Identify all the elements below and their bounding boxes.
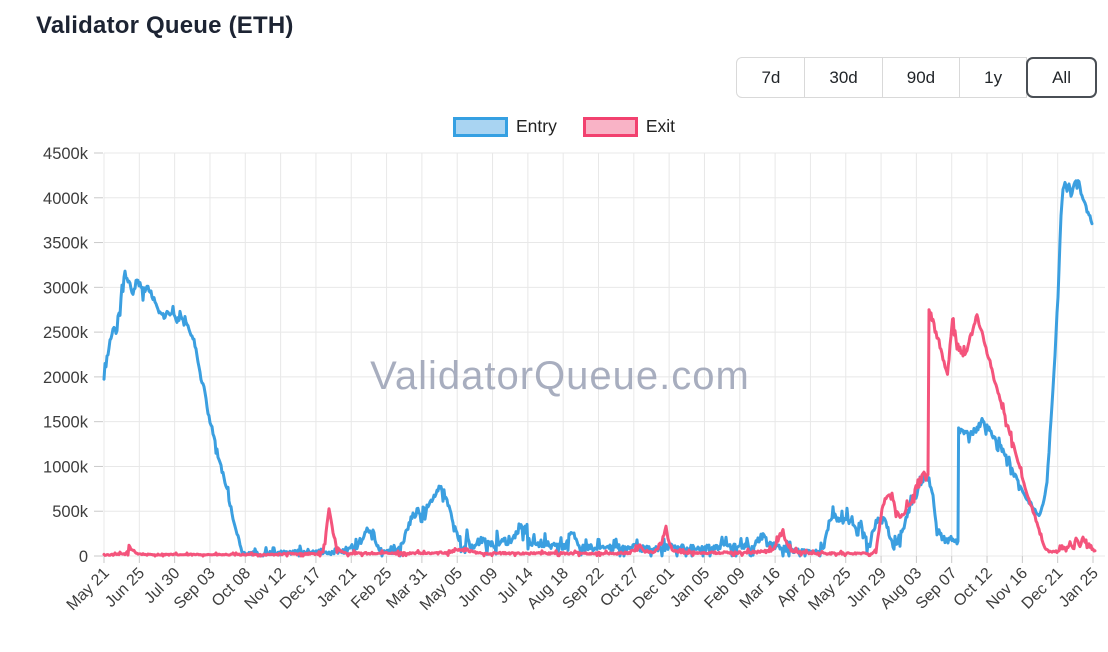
x-axis-label: Jun 09	[455, 565, 501, 611]
y-axis-label: 3000k	[43, 279, 89, 297]
legend-swatch-entry	[453, 116, 508, 137]
range-button-7d[interactable]: 7d	[736, 57, 806, 98]
y-axis-label: 2000k	[43, 369, 89, 387]
x-axis-label: Mar 16	[737, 565, 784, 612]
page-title: Validator Queue (ETH)	[36, 12, 294, 39]
range-button-all[interactable]: All	[1026, 57, 1097, 98]
x-axis-label: Jun 25	[102, 565, 148, 611]
y-axis-label: 1000k	[43, 458, 89, 476]
y-axis-label: 4500k	[43, 145, 89, 163]
chart-series	[102, 179, 1097, 558]
y-axis-label: 3500k	[43, 235, 89, 253]
y-axis-label: 500k	[52, 503, 89, 521]
y-axis-label: 1500k	[43, 414, 89, 432]
series-line-exit	[102, 308, 1097, 558]
legend-label: Entry	[516, 116, 557, 136]
legend-item-entry[interactable]: Entry	[453, 116, 557, 137]
x-axis-label: Jan 25	[1056, 565, 1102, 611]
y-axis-label: 4000k	[43, 190, 89, 208]
legend-item-exit[interactable]: Exit	[582, 116, 676, 137]
y-axis-label: 2500k	[43, 324, 89, 342]
time-range-button-group: 7d 30d 90d 1y All	[736, 57, 1097, 98]
legend-label: Exit	[645, 116, 676, 136]
watermark: ValidatorQueue.com	[370, 354, 750, 398]
x-axis-label: May 21	[64, 565, 113, 614]
range-button-90d[interactable]: 90d	[881, 57, 961, 98]
chart-legend: Entry Exit	[453, 116, 675, 137]
y-axis-label: 0	[79, 548, 88, 566]
legend-swatch-exit	[582, 116, 638, 137]
